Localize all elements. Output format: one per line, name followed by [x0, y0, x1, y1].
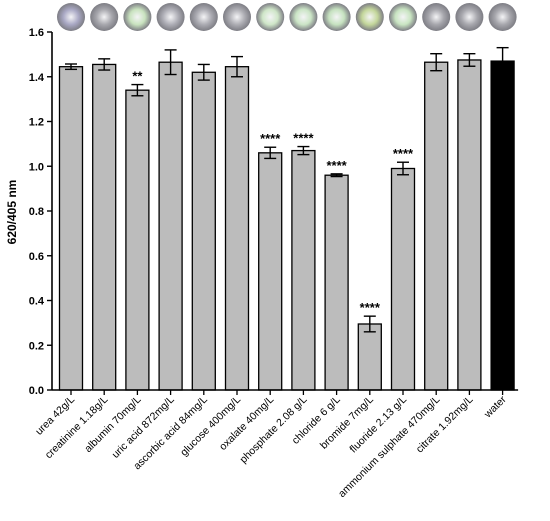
x-tick-label: citrate 1.92mg/L [414, 394, 476, 456]
well-image [256, 3, 285, 31]
significance-label: **** [393, 146, 414, 161]
bar [357, 323, 382, 391]
y-ticks: 0.0 0.2 0.4 0.6 0.8 1.0 1.2 1.4 1.6 [29, 27, 52, 397]
well-image [422, 3, 451, 31]
error-bar [330, 173, 343, 178]
error-bar [197, 63, 210, 81]
well-images [57, 3, 517, 31]
well-image [455, 3, 484, 31]
y-axis-label: 620/405 nm [5, 180, 19, 245]
bar [390, 167, 416, 391]
bar [258, 152, 283, 391]
well-image [289, 3, 318, 31]
error-bar [430, 53, 443, 72]
y-tick-label: 0.2 [29, 340, 44, 352]
y-tick-label: 1.0 [29, 161, 44, 173]
y-tick-label: 1.4 [29, 72, 45, 84]
bar [92, 63, 117, 391]
significance-label: **** [293, 131, 314, 146]
significance-label: **** [326, 158, 347, 173]
error-bar [363, 315, 376, 333]
bar [424, 61, 449, 391]
error-bar [397, 161, 409, 176]
well-image [223, 3, 251, 31]
y-tick-label: 0.6 [29, 251, 44, 263]
bars [58, 59, 515, 391]
x-tick-label: fluoride 2.13 g/L [347, 394, 409, 456]
bar [324, 174, 349, 391]
bar [490, 60, 515, 391]
y-tick-label: 0.4 [29, 296, 45, 308]
bar [224, 66, 250, 391]
x-tick-label: water [481, 393, 509, 421]
well-image [488, 3, 517, 31]
bar [291, 149, 316, 391]
significance-label: **** [360, 300, 381, 315]
error-bar [264, 146, 277, 160]
error-bar [164, 49, 177, 76]
well-image [355, 3, 384, 31]
bar [191, 71, 216, 391]
y-tick-label: 1.6 [29, 27, 44, 39]
bar [125, 89, 150, 391]
bar [457, 59, 482, 391]
bar [58, 66, 84, 391]
error-bar [98, 58, 111, 71]
bar [158, 61, 183, 391]
error-bar [65, 63, 77, 71]
well-image [389, 3, 417, 31]
well-image [123, 3, 152, 31]
error-bar [297, 145, 310, 156]
well-image [156, 3, 185, 31]
error-bar [231, 55, 243, 78]
y-tick-label: 0.0 [29, 385, 44, 397]
x-tick-label: glucose 400mg/L [178, 394, 243, 459]
error-bar [463, 53, 476, 67]
y-tick-label: 0.8 [29, 206, 44, 218]
significance-label: **** [260, 131, 281, 146]
error-bar [496, 46, 509, 76]
well-image [57, 3, 85, 31]
well-image [90, 3, 119, 31]
well-image [189, 3, 218, 31]
error-bars [65, 46, 509, 333]
y-tick-label: 1.2 [29, 117, 44, 129]
error-bar [131, 83, 144, 97]
well-image [322, 3, 351, 31]
significance-label: ** [132, 69, 143, 84]
significance-labels: ****** **************** [132, 69, 414, 316]
